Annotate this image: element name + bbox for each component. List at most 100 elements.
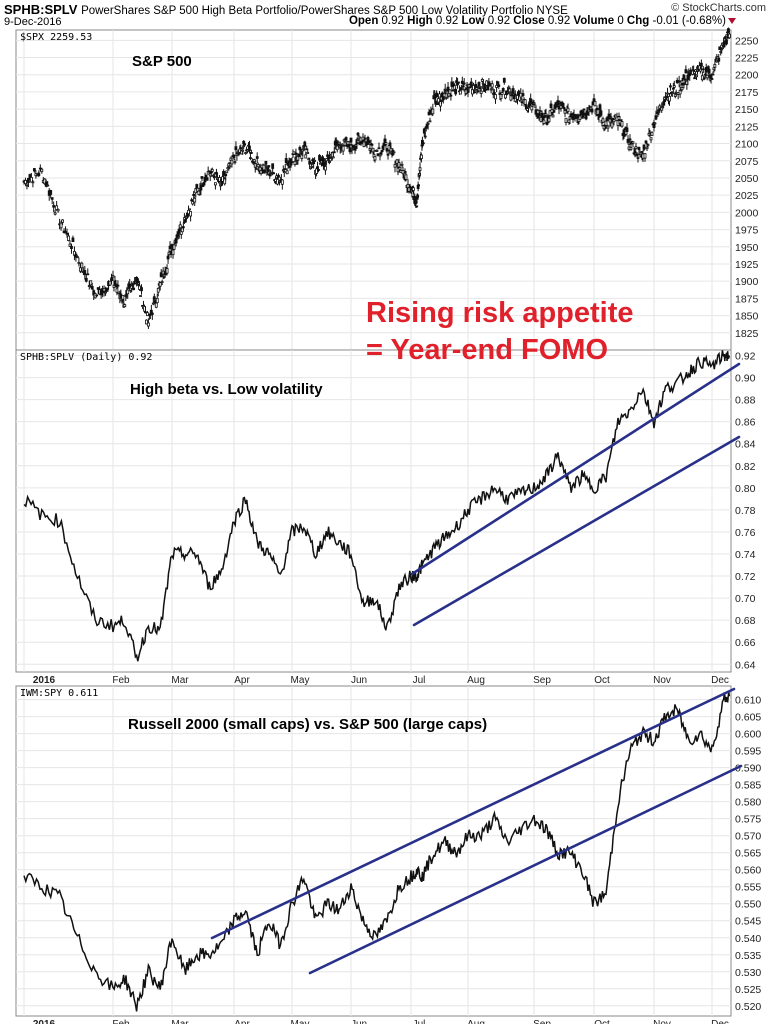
candle-body [31,181,35,184]
candle-body [267,165,271,168]
candle-body [24,180,27,184]
headline-line-1: Rising risk appetite [366,297,634,329]
candle-body [644,140,648,144]
candle-body [304,154,308,159]
candle-body [520,101,524,104]
candle-body [705,74,709,79]
candle-body [285,170,289,175]
y-tick-label: 0.520 [735,1001,761,1013]
candle-body [303,141,307,147]
candle-body [290,161,294,164]
x-tick-label: Jun [351,675,367,686]
candle-body [631,141,635,144]
candle-body [375,149,379,152]
candle-body [544,113,548,116]
y-tick-label: 1900 [735,276,759,288]
candle-body [284,158,288,164]
candle-body [30,177,33,183]
candle-body [625,127,629,132]
candle-body [653,122,657,125]
candle-body [126,289,130,295]
candle-body [40,168,44,173]
chart-panel-2: 2016 Feb Mar Apr May Jun Jul Aug Sep Oct Nov Dec 0.6… [15,349,756,686]
y-tick-label: 2050 [735,173,759,185]
candle-body [111,275,115,278]
candle-body [686,74,690,81]
candle-body [500,92,504,95]
low-label: Low [461,15,485,27]
candle-body [102,288,106,292]
candle-body [462,82,466,85]
candle-body [355,142,359,145]
candle-body [89,280,93,286]
x-tick-label: Aug [467,675,485,686]
candle-body [244,152,248,154]
candle-body [620,121,624,127]
y-tick-label: 1875 [735,293,759,305]
candle-body [155,297,159,304]
down-triangle-icon [728,17,736,24]
candle-body [699,62,703,67]
candle-body [451,89,455,92]
y-tick-label: 0.88 [735,395,756,407]
candle-body [158,282,162,287]
candle-body [300,154,304,159]
candle-body [672,85,676,88]
candle-body [428,120,432,123]
open-label: Open [348,15,379,27]
candle-body [519,92,523,98]
candle-body [234,146,238,151]
y-tick-label: 0.86 [735,417,756,429]
candle-body [582,108,586,111]
candle-body [210,169,214,172]
candle-body [96,287,100,290]
candle-body [683,78,687,81]
candle-body [159,272,163,278]
series-line [23,691,731,1012]
y-tick-label: 0.70 [735,593,756,605]
x-tick-label: Mar [171,675,189,686]
candle-body [711,73,715,76]
y-tick-label: 2225 [735,53,759,65]
candle-body [597,114,601,118]
volume-value: 0 [617,15,624,27]
candle-body [404,174,408,180]
y-tick-label: 0.78 [735,505,756,517]
candle-body [213,182,217,186]
candle-body [488,83,492,87]
candle-body [457,81,460,84]
candle-body [502,77,506,83]
candle-body [266,167,270,173]
candle-body [150,312,154,315]
candle-body [316,166,319,170]
candle-body [490,83,494,88]
candle-body [165,268,169,274]
x-tick-label: Nov [653,675,671,686]
candle-body [529,98,533,104]
candle-body [411,187,415,191]
candle-body [437,98,440,103]
candle-body [341,145,345,152]
candle-body [415,205,419,208]
candle-body [650,131,654,137]
series-legend: SPHB:SPLV (Daily) 0.92 [20,352,152,363]
candle-body [115,288,119,293]
symbol-label: SPHB:SPLV [4,2,78,17]
candle-body [121,294,125,300]
candle-body [566,107,570,113]
candle-body [542,119,546,124]
stockcharts-brand: © StockCharts.com [671,2,766,14]
candle-body [511,88,515,94]
y-tick-label: 0.605 [735,712,761,724]
candle-body [318,154,321,161]
candle-body [707,68,711,74]
candle-body [132,287,136,291]
candle-body [438,93,441,98]
candle-body [225,170,229,174]
y-tick-label: 1975 [735,225,759,237]
x-tick-label: May [291,675,310,686]
candle-body [643,153,647,159]
y-tick-label: 2025 [735,190,759,202]
candle-body [564,117,568,123]
candle-body [593,101,597,107]
